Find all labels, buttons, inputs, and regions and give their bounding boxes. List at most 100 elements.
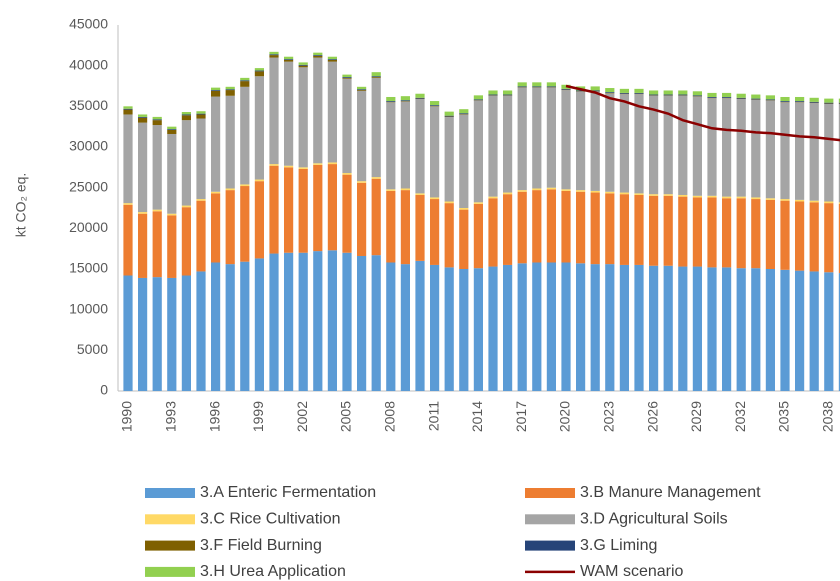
bar-segment — [269, 51, 279, 55]
bar-segment — [342, 77, 352, 78]
x-tick-label: 2008 — [382, 401, 398, 432]
bar-segment — [838, 203, 840, 274]
x-tick-label: 2002 — [294, 401, 310, 432]
bar-segment — [327, 250, 337, 391]
bar-segment — [138, 212, 148, 214]
bar-segment — [357, 182, 367, 256]
bar-segment — [824, 272, 834, 391]
bar-segment — [532, 188, 542, 191]
bar-segment — [181, 114, 191, 116]
bar-segment — [430, 264, 440, 391]
bar-segment — [138, 117, 148, 123]
bar-segment — [678, 196, 688, 267]
bar-segment — [634, 92, 644, 94]
bar-segment — [678, 194, 688, 197]
bar-segment — [517, 82, 527, 87]
bar-segment — [488, 90, 498, 95]
bar-segment — [838, 98, 840, 103]
bar-segment — [692, 95, 702, 97]
legend-swatch — [145, 488, 195, 498]
bar-segment — [284, 59, 294, 60]
bar-segment — [605, 92, 615, 93]
bar-segment — [663, 94, 673, 96]
bar-segment — [342, 77, 352, 79]
bar-segment — [284, 252, 294, 391]
bar-segment — [576, 91, 586, 191]
bar-segment — [590, 86, 600, 91]
bar-segment — [649, 265, 659, 391]
legend-swatch — [145, 566, 195, 577]
bar-segment — [225, 86, 235, 90]
bar-segment — [795, 102, 805, 200]
bar-segment — [517, 263, 527, 391]
bar-segment — [386, 102, 396, 190]
bar-segment — [415, 194, 425, 261]
bar-segment — [167, 215, 177, 278]
bar-segment — [240, 86, 250, 185]
bar-segment — [765, 199, 775, 269]
bar-segment — [707, 197, 717, 268]
bar-segment — [561, 190, 571, 263]
x-tick-label: 2038 — [820, 401, 836, 432]
bar-segment — [473, 202, 483, 204]
line — [565, 84, 840, 142]
bar-segment — [123, 203, 133, 205]
bar-segment — [371, 178, 381, 256]
y-tick-label: 25000 — [69, 178, 108, 194]
bar-segment — [444, 116, 454, 202]
bar-segment — [707, 98, 717, 196]
bar-segment — [211, 90, 221, 91]
bar-segment — [780, 102, 790, 200]
bar-segment — [167, 129, 177, 130]
bar-segment — [386, 190, 396, 263]
bar-segment — [780, 269, 790, 391]
bar-segment — [473, 268, 483, 391]
bar-segment — [138, 116, 148, 118]
bar-segment — [707, 96, 717, 98]
bar-segment — [503, 90, 513, 95]
bar-segment — [751, 268, 761, 391]
bar-segment — [167, 277, 177, 391]
bar-segment — [780, 101, 790, 102]
bar-segment — [765, 269, 775, 391]
x-tick-label: 2014 — [469, 401, 485, 432]
bar-segment — [181, 207, 191, 276]
bar-segment — [722, 92, 732, 97]
bar-segment — [181, 120, 191, 206]
bar-segment — [167, 213, 177, 216]
bar-segment — [809, 202, 819, 272]
bar-segment — [371, 77, 381, 178]
bar-segment — [444, 115, 454, 117]
bar-segment — [386, 262, 396, 391]
bar-segment — [357, 181, 367, 183]
bar-segment — [503, 95, 513, 193]
bar-segment — [576, 263, 586, 391]
bar-segment — [824, 201, 834, 204]
bar-segment — [386, 101, 396, 102]
bar-segment — [138, 114, 148, 117]
bar-segment — [532, 82, 542, 87]
bar-segment — [795, 199, 805, 202]
bar-segment — [780, 96, 790, 102]
bar-segment — [736, 97, 746, 99]
bar-segment — [152, 277, 162, 391]
bar-segment — [196, 111, 206, 114]
bar-segment — [196, 113, 206, 115]
bar-segment — [371, 255, 381, 391]
bar-segment — [809, 200, 819, 203]
bar-segment — [663, 265, 673, 391]
bar-segment — [649, 94, 659, 96]
bar-segment — [795, 101, 805, 102]
bar-segment — [269, 55, 279, 58]
bar-segment — [400, 100, 410, 102]
legend-label: 3.B Manure Management — [580, 484, 761, 501]
bar-segment — [503, 192, 513, 195]
bar-segment — [181, 205, 191, 208]
bar-segment — [707, 92, 717, 97]
bar-segment — [649, 195, 659, 266]
bar-segment — [503, 264, 513, 391]
x-tick-label: 2005 — [338, 401, 354, 432]
bar-segment — [736, 99, 746, 197]
bar-segment — [824, 203, 834, 273]
